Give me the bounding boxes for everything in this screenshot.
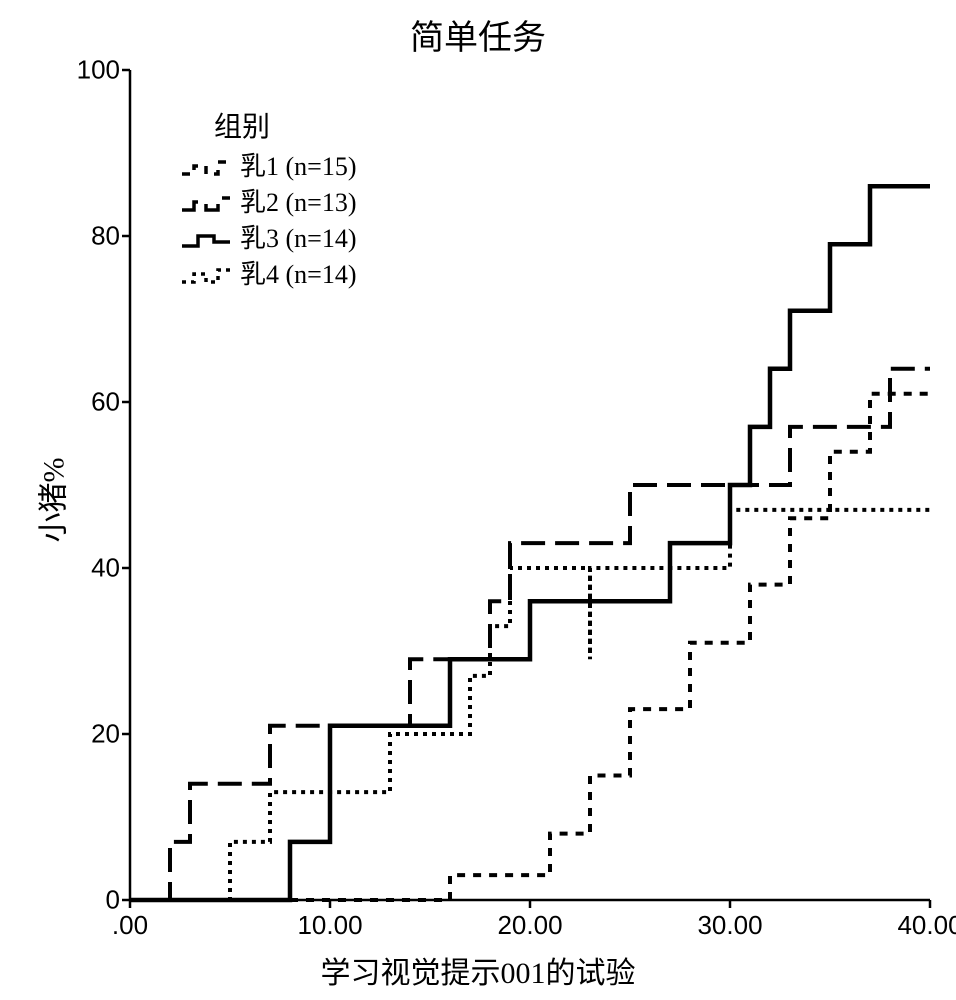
y-tick-label: 80 xyxy=(91,221,120,252)
series-s4 xyxy=(130,510,930,900)
legend-item: 乳4 (n=14) xyxy=(180,258,356,292)
y-tick-label: 100 xyxy=(77,55,120,86)
legend-item: 乳3 (n=14) xyxy=(180,222,356,256)
x-axis-label: 学习视觉提示001的试验 xyxy=(0,948,956,992)
legend: 组别 乳1 (n=15)乳2 (n=13)乳3 (n=14)乳4 (n=14) xyxy=(180,110,356,294)
legend-item: 乳1 (n=15) xyxy=(180,150,356,184)
x-tick-label: 10.00 xyxy=(297,910,362,941)
y-tick-label: 20 xyxy=(91,719,120,750)
x-tick-label: .00 xyxy=(112,910,148,941)
legend-item-label: 乳3 (n=14) xyxy=(240,222,356,256)
y-tick-label: 40 xyxy=(91,553,120,584)
x-tick-label: 40.00 xyxy=(897,910,956,941)
x-tick-label: 20.00 xyxy=(497,910,562,941)
chart-title: 简单任务 xyxy=(0,10,956,59)
legend-item-label: 乳4 (n=14) xyxy=(240,258,356,292)
legend-swatch-icon xyxy=(180,264,232,286)
legend-title: 组别 xyxy=(214,110,356,146)
chart-container: 简单任务 小猪% 学习视觉提示001的试验 020406080100 .0010… xyxy=(0,0,956,1000)
y-axis-label: 小猪% xyxy=(29,458,73,543)
legend-swatch-icon xyxy=(180,156,232,178)
legend-swatch-icon xyxy=(180,228,232,250)
legend-swatch-icon xyxy=(180,192,232,214)
x-tick-label: 30.00 xyxy=(697,910,762,941)
legend-item-label: 乳1 (n=15) xyxy=(240,150,356,184)
y-tick-label: 60 xyxy=(91,387,120,418)
legend-item: 乳2 (n=13) xyxy=(180,186,356,220)
legend-item-label: 乳2 (n=13) xyxy=(240,186,356,220)
